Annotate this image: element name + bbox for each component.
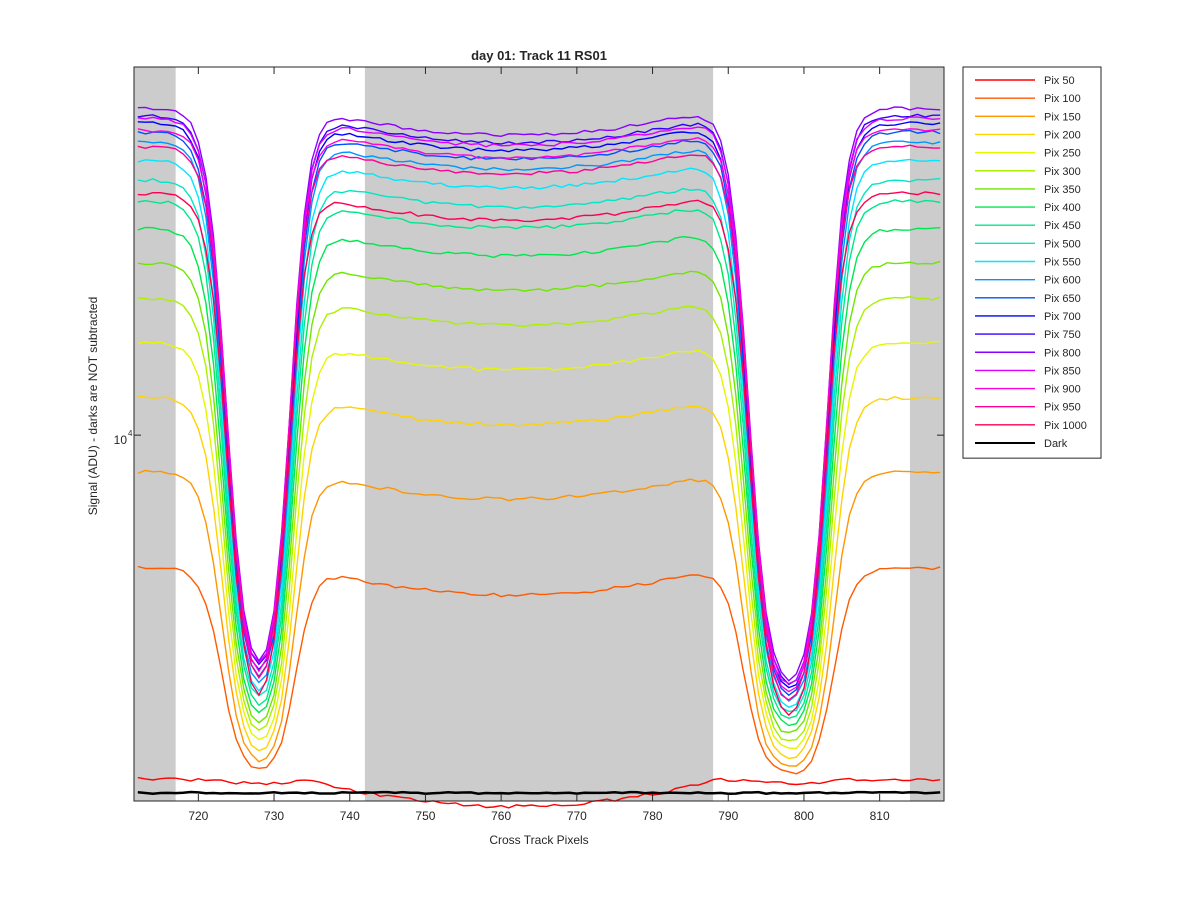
series-line-pix-150 xyxy=(137,469,941,767)
legend-items: Pix 50 Pix 100 Pix 150 Pix 200 Pix 250 Pix 30… xyxy=(975,75,1087,450)
legend-box xyxy=(962,66,1102,459)
x-tick-label: 760 xyxy=(491,809,511,823)
series-line-pix-100 xyxy=(137,565,941,775)
series-line-pix-250 xyxy=(137,340,941,750)
legend-label: Pix 800 xyxy=(1044,347,1081,359)
series-line-pix-400 xyxy=(137,226,941,727)
legend-item-pix-550[interactable]: Pix 550 xyxy=(975,257,1081,269)
legend-label: Pix 150 xyxy=(1044,111,1081,123)
series-line-dark xyxy=(137,790,941,795)
series-line-pix-900 xyxy=(137,128,941,693)
series-line-pix-350 xyxy=(137,260,941,734)
shaded-band-3 xyxy=(909,67,944,801)
legend-item-pix-350[interactable]: Pix 350 xyxy=(975,184,1081,196)
series-line-pix-950 xyxy=(137,144,941,701)
legend-item-pix-400[interactable]: Pix 400 xyxy=(975,202,1081,214)
legend-label: Pix 200 xyxy=(1044,129,1081,141)
legend-item-pix-150[interactable]: Pix 150 xyxy=(975,111,1081,123)
plot-area: 720 730 740 750 760 770 780 790 800 810 10 4 xyxy=(114,66,945,823)
legend-item-pix-650[interactable]: Pix 650 xyxy=(975,293,1081,305)
legend-item-pix-700[interactable]: Pix 700 xyxy=(975,311,1081,323)
legend-label: Pix 250 xyxy=(1044,148,1081,160)
legend-label: Pix 500 xyxy=(1044,238,1081,250)
legend-item-pix-250[interactable]: Pix 250 xyxy=(975,148,1081,160)
legend-label: Pix 850 xyxy=(1044,365,1081,377)
legend-label: Pix 550 xyxy=(1044,257,1081,269)
legend-item-pix-850[interactable]: Pix 850 xyxy=(975,365,1081,377)
legend-item-pix-600[interactable]: Pix 600 xyxy=(975,275,1081,287)
y-tick-label: 10 xyxy=(114,433,128,447)
series-line-pix-500 xyxy=(137,177,941,713)
axes-frame xyxy=(133,66,945,802)
x-tick-label: 810 xyxy=(870,809,890,823)
legend-item-pix-500[interactable]: Pix 500 xyxy=(975,238,1081,250)
legend-label: Pix 700 xyxy=(1044,311,1081,323)
shaded-band-2 xyxy=(364,67,714,801)
legend-label: Pix 350 xyxy=(1044,184,1081,196)
legend-item-pix-100[interactable]: Pix 100 xyxy=(975,93,1081,105)
legend-label: Pix 900 xyxy=(1044,384,1081,396)
legend-label: Pix 600 xyxy=(1044,275,1081,287)
x-tick-label: 720 xyxy=(188,809,208,823)
legend-item-pix-800[interactable]: Pix 800 xyxy=(975,347,1081,359)
series-line-pix-450 xyxy=(137,199,941,719)
series-line-pix-1000 xyxy=(137,191,941,717)
x-tick-label: 800 xyxy=(794,809,814,823)
legend-item-pix-750[interactable]: Pix 750 xyxy=(975,329,1081,341)
legend-label: Pix 100 xyxy=(1044,93,1081,105)
y-tick-label-exponent: 4 xyxy=(128,429,133,438)
x-ticks: 720 730 740 750 760 770 780 790 800 810 xyxy=(188,67,890,823)
series-lines xyxy=(137,106,941,809)
legend-item-pix-450[interactable]: Pix 450 xyxy=(975,220,1081,232)
x-tick-label: 770 xyxy=(567,809,587,823)
legend-label: Pix 750 xyxy=(1044,329,1081,341)
legend-item-pix-950[interactable]: Pix 950 xyxy=(975,402,1081,414)
legend-label: Pix 1000 xyxy=(1044,420,1087,432)
legend-item-dark[interactable]: Dark xyxy=(975,438,1068,450)
series-line-pix-200 xyxy=(137,395,941,760)
legend-label: Pix 450 xyxy=(1044,220,1081,232)
series-line-pix-50 xyxy=(137,776,941,809)
legend-item-pix-200[interactable]: Pix 200 xyxy=(975,129,1081,141)
x-tick-label: 730 xyxy=(264,809,284,823)
legend-label: Dark xyxy=(1044,438,1068,450)
legend-label: Pix 650 xyxy=(1044,293,1081,305)
y-axis-label: Signal (ADU) - darks are NOT subtracted xyxy=(86,297,100,516)
legend-item-pix-1000[interactable]: Pix 1000 xyxy=(975,420,1087,432)
y-ticks: 10 4 xyxy=(114,429,944,447)
legend-label: Pix 400 xyxy=(1044,202,1081,214)
legend-label: Pix 50 xyxy=(1044,75,1075,87)
legend[interactable]: Pix 50 Pix 100 Pix 150 Pix 200 Pix 250 Pix 30… xyxy=(962,66,1102,459)
x-tick-label: 750 xyxy=(415,809,435,823)
x-tick-label: 780 xyxy=(643,809,663,823)
chart-title: day 01: Track 11 RS01 xyxy=(471,48,607,63)
x-tick-label: 790 xyxy=(718,809,738,823)
series-line-pix-300 xyxy=(137,295,941,742)
legend-item-pix-900[interactable]: Pix 900 xyxy=(975,384,1081,396)
legend-item-pix-50[interactable]: Pix 50 xyxy=(975,75,1075,87)
legend-label: Pix 950 xyxy=(1044,402,1081,414)
x-axis-label: Cross Track Pixels xyxy=(489,833,588,847)
shaded-band-1 xyxy=(134,67,176,801)
legend-label: Pix 300 xyxy=(1044,166,1081,178)
legend-item-pix-300[interactable]: Pix 300 xyxy=(975,166,1081,178)
x-tick-label: 740 xyxy=(340,809,360,823)
